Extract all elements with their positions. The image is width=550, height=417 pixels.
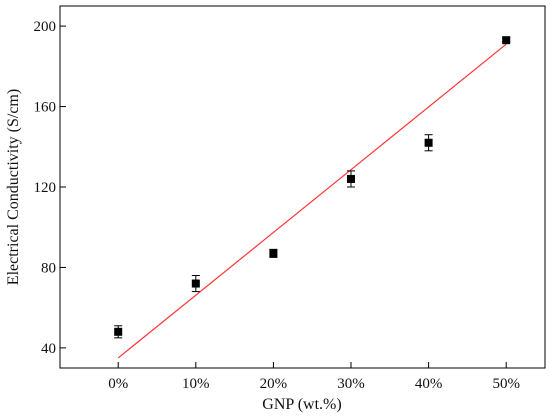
data-point [191, 279, 200, 288]
axes [59, 5, 546, 369]
data-point [269, 249, 278, 258]
y-axis: 40 80 120 160 200 [34, 19, 66, 357]
data-point [347, 174, 355, 183]
x-axis: 0% 10% 20% 30% 40% 50% [108, 362, 520, 392]
x-axis-title: GNP (wt.%) [262, 396, 341, 413]
data-point [424, 138, 433, 147]
data-point [114, 327, 123, 336]
y-axis-title: Electrical Conductivity (S/cm) [5, 89, 22, 285]
x-tick-label: 30% [337, 376, 365, 392]
y-tick-label: 200 [34, 19, 57, 35]
x-tick-label: 0% [108, 376, 128, 392]
x-tick-label: 40% [415, 376, 443, 392]
fit-line-group [117, 43, 507, 359]
y-tick-label: 160 [34, 100, 57, 116]
x-tick-label: 10% [182, 376, 210, 392]
x-tick-label: 20% [260, 376, 288, 392]
plot-frame [59, 5, 546, 369]
fit-line [117, 43, 507, 359]
data-points [114, 36, 511, 339]
data-point [502, 36, 511, 45]
y-tick-label: 120 [34, 180, 57, 196]
y-tick-label: 40 [41, 341, 56, 357]
y-tick-label: 80 [41, 260, 56, 276]
x-tick-label: 50% [492, 376, 520, 392]
